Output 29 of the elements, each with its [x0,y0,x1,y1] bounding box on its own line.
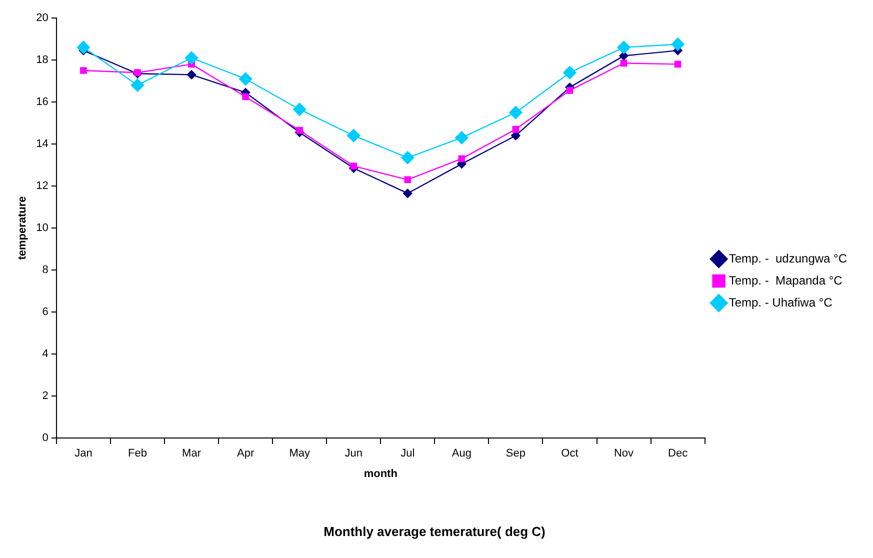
x-tick-label: Dec [668,448,688,460]
x-axis-title: month [364,468,398,480]
x-tick-label: Jun [344,448,362,460]
y-tick-label: 12 [36,180,48,192]
y-tick-label: 14 [36,138,48,150]
legend-label: Temp. - Uhafiwa °C [728,295,833,310]
y-tick-label: 6 [42,306,48,318]
x-tick-label: Feb [128,448,147,460]
x-tick-label: Jul [400,448,415,460]
y-tick-label: 18 [36,54,48,66]
legend-label: Temp. - Mapanda °C [728,273,843,288]
y-tick-label: 2 [42,390,48,402]
text: Monthly average temerature( deg C) [324,524,546,539]
x-tick-label: Jan [74,448,92,460]
y-tick-label: 16 [36,96,48,108]
legend-label: Temp. - udzungwa °C [728,251,848,266]
y-tick-label: 8 [42,264,48,276]
y-tick-label: 0 [42,432,48,444]
x-tick-label: Oct [561,448,578,460]
x-tick-label: Nov [614,448,634,460]
y-tick-label: 20 [36,12,48,24]
x-tick-label: Mar [182,448,202,460]
x-tick-label: Apr [236,448,254,460]
x-tick-label: Sep [506,448,526,460]
y-tick-label: 4 [42,348,48,360]
y-tick-label: 10 [36,222,48,234]
x-tick-label: Aug [452,448,472,460]
x-tick-label: May [289,448,310,460]
y-axis-title: temperature [16,196,29,260]
